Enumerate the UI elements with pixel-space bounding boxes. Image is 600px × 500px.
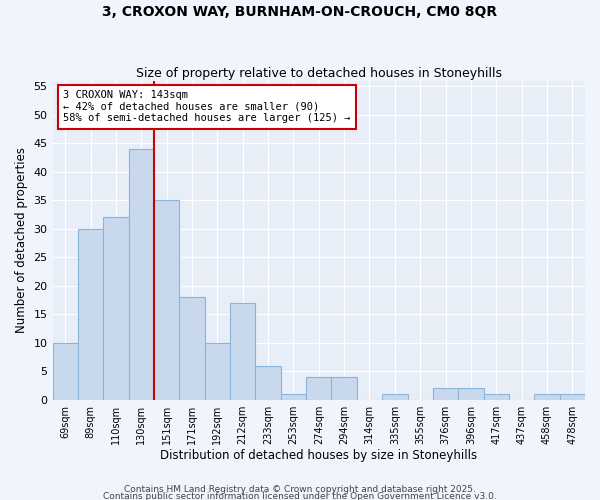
Bar	[128, 149, 154, 400]
Bar	[230, 303, 256, 400]
Bar	[458, 388, 484, 400]
Bar	[306, 377, 331, 400]
Bar	[179, 297, 205, 400]
Bar	[433, 388, 458, 400]
Bar	[281, 394, 306, 400]
Text: 3 CROXON WAY: 143sqm
← 42% of detached houses are smaller (90)
58% of semi-detac: 3 CROXON WAY: 143sqm ← 42% of detached h…	[63, 90, 350, 124]
X-axis label: Distribution of detached houses by size in Stoneyhills: Distribution of detached houses by size …	[160, 450, 478, 462]
Bar	[560, 394, 585, 400]
Y-axis label: Number of detached properties: Number of detached properties	[15, 147, 28, 333]
Bar	[534, 394, 560, 400]
Title: Size of property relative to detached houses in Stoneyhills: Size of property relative to detached ho…	[136, 66, 502, 80]
Text: Contains HM Land Registry data © Crown copyright and database right 2025.: Contains HM Land Registry data © Crown c…	[124, 486, 476, 494]
Bar	[154, 200, 179, 400]
Bar	[484, 394, 509, 400]
Text: Contains public sector information licensed under the Open Government Licence v3: Contains public sector information licen…	[103, 492, 497, 500]
Text: 3, CROXON WAY, BURNHAM-ON-CROUCH, CM0 8QR: 3, CROXON WAY, BURNHAM-ON-CROUCH, CM0 8Q…	[103, 5, 497, 19]
Bar	[103, 218, 128, 400]
Bar	[205, 342, 230, 400]
Bar	[331, 377, 357, 400]
Bar	[78, 229, 103, 400]
Bar	[382, 394, 407, 400]
Bar	[256, 366, 281, 400]
Bar	[53, 342, 78, 400]
